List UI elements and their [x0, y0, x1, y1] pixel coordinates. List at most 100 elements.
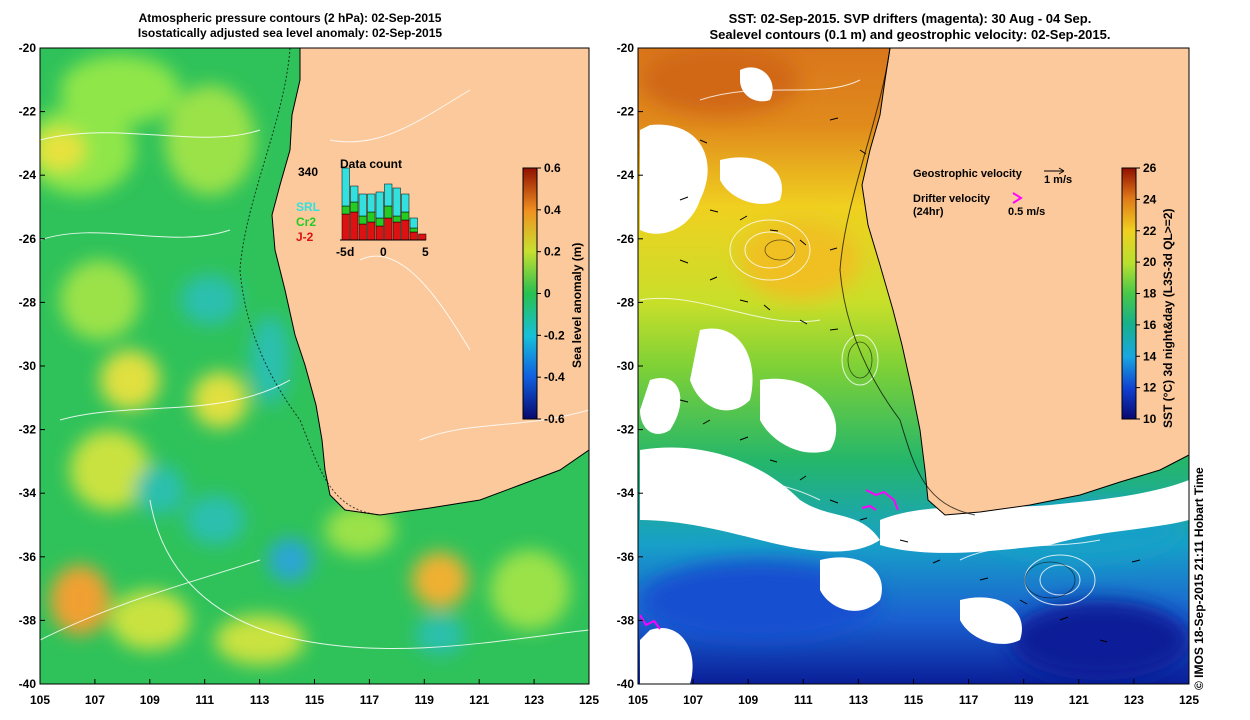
copyright-text: © IMOS 18-Sep-2015 21:11 Hobart Time	[1192, 467, 1206, 690]
colorbar-tick-label: -0.6	[544, 412, 565, 426]
x-tick-label-left: 121	[469, 693, 489, 707]
data-count-inset: Data count 340 SRL Cr2 J-2 -5 d 0 5	[296, 157, 429, 259]
x-tick-label-left: 109	[140, 693, 160, 707]
y-tick-label-left: -26	[19, 232, 37, 246]
x-tick-label-right: 121	[1069, 693, 1089, 707]
colorbar-tick-label: 0.4	[544, 203, 561, 217]
y-tick-label-left: -22	[19, 105, 37, 119]
inset-bar	[358, 223, 367, 241]
inset-bar	[341, 167, 350, 207]
inset-bar	[367, 193, 376, 213]
inset-tick-0: 0	[380, 245, 387, 259]
y-tick-label-left: -30	[19, 359, 37, 373]
x-tick-label-left: 123	[524, 693, 544, 707]
y-tick-label-right: -40	[617, 677, 635, 691]
colorbar-tick-label: -0.2	[544, 328, 565, 342]
legend-srl: SRL	[296, 200, 320, 214]
x-tick-label-right: 115	[904, 693, 924, 707]
legend-geostrophic-unit: 1 m/s	[1044, 174, 1072, 186]
y-tick-label-right: -38	[617, 613, 635, 627]
x-tick-label-left: 117	[360, 693, 380, 707]
x-tick-label-left: 125	[579, 693, 599, 707]
x-tick-label-right: 117	[959, 693, 979, 707]
colorbar-tick-label: 18	[1143, 287, 1157, 301]
inset-tick-5: 5	[422, 245, 429, 259]
x-tick-label-left: 105	[30, 693, 50, 707]
x-tick-label-left: 115	[305, 693, 325, 707]
y-tick-label-right: -32	[617, 423, 635, 437]
velocity-vectors	[679, 117, 1141, 643]
inset-bar	[392, 215, 401, 223]
legend-drifter-label: Drifter velocity	[913, 193, 991, 205]
colorbar-tick-label: 20	[1143, 255, 1157, 269]
inset-bar	[384, 183, 393, 207]
inset-bar	[358, 193, 367, 217]
y-tick-label-right: -20	[617, 41, 635, 55]
legend-geostrophic-label: Geostrophic velocity	[913, 168, 1023, 180]
right-title-line2: Sealevel contours (0.1 m) and geostrophi…	[709, 27, 1111, 42]
colorbar-tick-label: 22	[1143, 224, 1157, 238]
left-map	[39, 47, 590, 685]
right-title-line1: SST: 02-Sep-2015. SVP drifters (magenta)…	[728, 11, 1092, 26]
sst-colorbar-ticks: 26 24 22 20 18 16 14 12 10	[1136, 161, 1157, 426]
drifter-arrow-icon	[1012, 192, 1023, 204]
y-tick-label-left: -40	[19, 677, 37, 691]
y-tick-label-left: -38	[19, 613, 37, 627]
right-land	[861, 48, 1189, 516]
inset-bar	[358, 215, 367, 225]
left-title-line2: Isostatically adjusted sea level anomaly…	[137, 26, 443, 40]
colorbar-tick-label: 24	[1143, 192, 1157, 206]
inset-tick-d: d	[347, 245, 354, 259]
colorbar-tick-label: 0.6	[544, 161, 561, 175]
inset-bar	[350, 185, 359, 203]
sealevel-contours	[639, 79, 1101, 606]
legend-drifter-sub: (24hr)	[913, 206, 944, 218]
x-tick-label-right: 109	[738, 693, 758, 707]
inset-bar	[384, 205, 393, 219]
cloud-mask	[640, 67, 1189, 684]
inset-bar	[418, 233, 427, 241]
inset-bar	[375, 217, 384, 227]
sla-colorbar-label: Sea level anomaly (m)	[570, 243, 584, 368]
colorbar-tick-label: 0.2	[544, 245, 561, 259]
sla-field	[40, 48, 570, 665]
pressure-contours	[40, 89, 589, 650]
inset-title: Data count	[340, 157, 402, 171]
inset-bar	[409, 227, 418, 233]
inset-tick-minus5: -5	[336, 245, 347, 259]
y-tick-label-left: -20	[19, 41, 37, 55]
inset-bar	[375, 191, 384, 219]
x-tick-label-right: 113	[849, 693, 869, 707]
x-tick-label-left: 107	[85, 693, 105, 707]
inset-bar	[341, 213, 350, 241]
x-tick-label-left: 119	[415, 693, 435, 707]
colorbar-tick-label: 0	[544, 287, 551, 301]
y-tick-label-right: -24	[617, 168, 635, 182]
legend-cr2: Cr2	[296, 215, 316, 229]
y-tick-label-right: -34	[617, 486, 635, 500]
inset-bar	[367, 221, 376, 241]
x-tick-label-right: 111	[794, 693, 813, 707]
left-title: Atmospheric pressure contours (2 hPa): 0…	[60, 11, 520, 41]
colorbar-tick-label: 26	[1143, 161, 1157, 175]
sst-colorbar	[1121, 167, 1137, 420]
y-tick-label-left: -28	[19, 295, 37, 309]
inset-bar	[392, 187, 401, 217]
left-land	[271, 48, 589, 516]
legend-j2: J-2	[296, 230, 314, 244]
y-tick-label-left: -24	[19, 168, 37, 182]
y-tick-label-left: -32	[19, 423, 37, 437]
colorbar-tick-label: 14	[1143, 349, 1157, 363]
inset-bar	[401, 219, 410, 241]
colorbar-tick-label: 10	[1143, 412, 1157, 426]
inset-bar	[409, 217, 418, 229]
y-tick-label-right: -22	[617, 105, 635, 119]
left-title-line1: Atmospheric pressure contours (2 hPa): 0…	[138, 11, 442, 25]
y-tick-label-left: -34	[19, 486, 37, 500]
sst-colorbar-label: SST (°C) 3d night&day (L3S-3d QL>=2)	[1161, 209, 1175, 429]
colorbar-tick-label: 16	[1143, 318, 1157, 332]
inset-bar	[401, 193, 410, 213]
inset-bar	[341, 205, 350, 215]
